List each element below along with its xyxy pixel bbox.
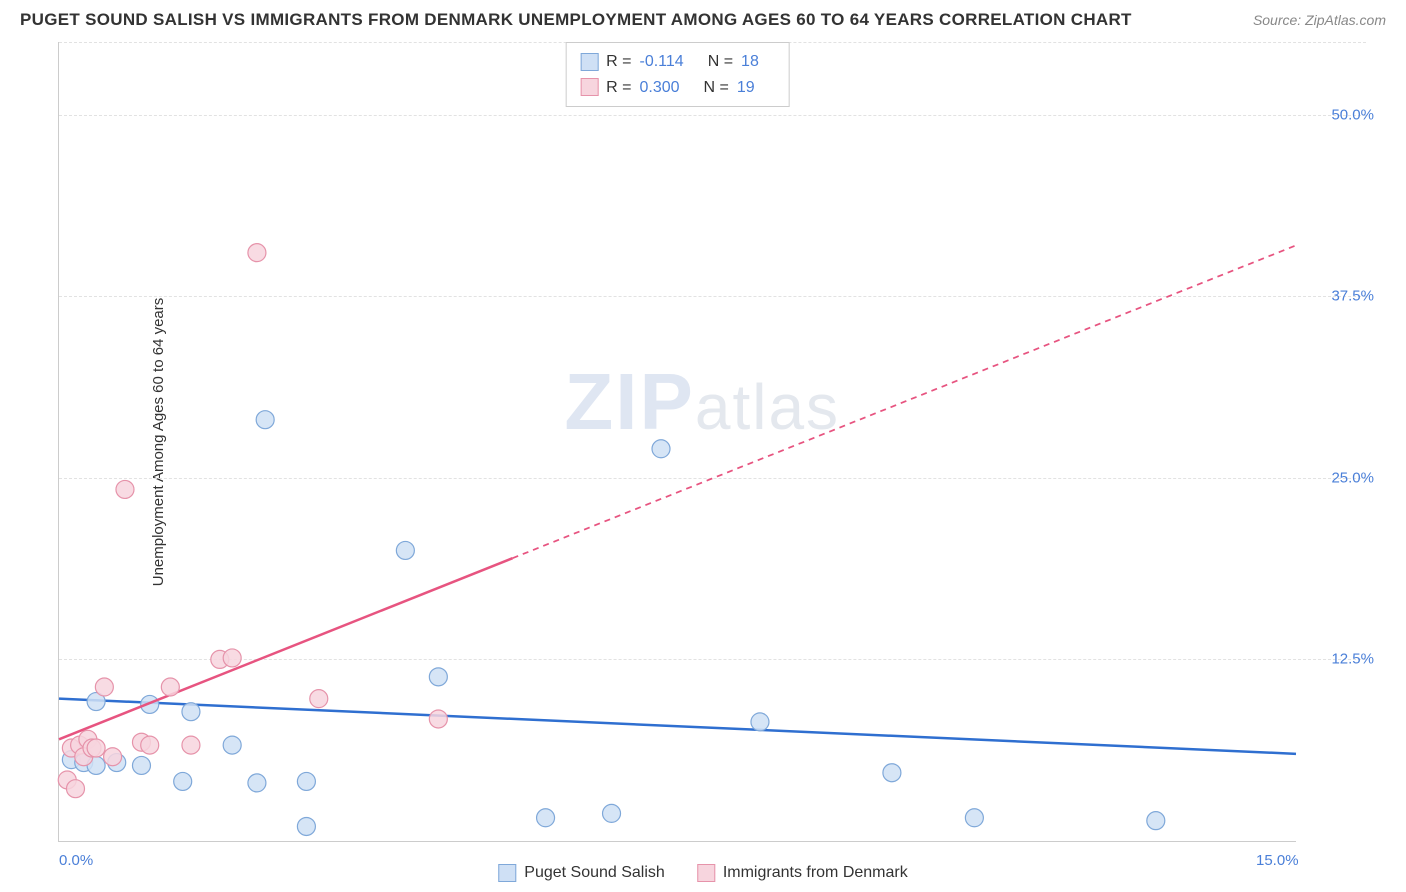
data-point-denmark bbox=[66, 780, 84, 798]
data-point-salish bbox=[603, 804, 621, 822]
r-label: R = bbox=[606, 75, 631, 101]
legend-swatch-salish bbox=[498, 864, 516, 882]
data-point-denmark bbox=[95, 678, 113, 696]
y-tick-label: 37.5% bbox=[1331, 288, 1374, 305]
data-point-denmark bbox=[161, 678, 179, 696]
legend-swatch-salish bbox=[580, 53, 598, 71]
data-point-denmark bbox=[141, 736, 159, 754]
r-label: R = bbox=[606, 49, 631, 75]
data-point-salish bbox=[132, 756, 150, 774]
data-point-salish bbox=[297, 772, 315, 790]
y-tick-label: 25.0% bbox=[1331, 469, 1374, 486]
legend-item-denmark: Immigrants from Denmark bbox=[697, 864, 908, 882]
data-point-salish bbox=[883, 764, 901, 782]
legend-swatch-denmark bbox=[697, 864, 715, 882]
data-point-salish bbox=[751, 713, 769, 731]
trend-line-salish bbox=[59, 699, 1296, 754]
data-point-salish bbox=[652, 440, 670, 458]
chart-container: Unemployment Among Ages 60 to 64 years Z… bbox=[48, 42, 1386, 842]
n-label: N = bbox=[704, 75, 729, 101]
legend-stats-row-denmark: R = 0.300 N = 19 bbox=[580, 75, 775, 101]
data-point-salish bbox=[182, 703, 200, 721]
data-point-denmark bbox=[182, 736, 200, 754]
data-point-salish bbox=[248, 774, 266, 792]
data-point-denmark bbox=[104, 748, 122, 766]
legend-stats-box: R =-0.114N =18R =0.300N =19 bbox=[565, 42, 790, 107]
source-attribution: Source: ZipAtlas.com bbox=[1253, 12, 1386, 28]
chart-svg bbox=[59, 42, 1296, 841]
data-point-denmark bbox=[116, 480, 134, 498]
data-point-salish bbox=[396, 541, 414, 559]
data-point-salish bbox=[256, 411, 274, 429]
data-point-denmark bbox=[248, 244, 266, 262]
data-point-salish bbox=[537, 809, 555, 827]
data-point-denmark bbox=[223, 649, 241, 667]
r-value: 0.300 bbox=[640, 75, 680, 101]
data-point-denmark bbox=[310, 690, 328, 708]
data-point-denmark bbox=[429, 710, 447, 728]
legend-label: Puget Sound Salish bbox=[524, 864, 665, 882]
n-label: N = bbox=[708, 49, 733, 75]
legend-swatch-denmark bbox=[580, 78, 598, 96]
data-point-denmark bbox=[87, 739, 105, 757]
chart-title: PUGET SOUND SALISH VS IMMIGRANTS FROM DE… bbox=[20, 10, 1132, 30]
data-point-salish bbox=[965, 809, 983, 827]
legend-stats-row-salish: R = -0.114 N = 18 bbox=[580, 49, 775, 75]
source-value: ZipAtlas.com bbox=[1305, 12, 1386, 28]
legend-item-salish: Puget Sound Salish bbox=[498, 864, 665, 882]
plot-area: ZIPatlas R =-0.114N =18R =0.300N =19 12.… bbox=[58, 42, 1296, 842]
y-tick-label: 50.0% bbox=[1331, 106, 1374, 123]
data-point-salish bbox=[1147, 812, 1165, 830]
n-value: 19 bbox=[737, 75, 755, 101]
trend-line-dashed-denmark bbox=[513, 245, 1296, 558]
y-tick-label: 12.5% bbox=[1331, 651, 1374, 668]
data-point-salish bbox=[174, 772, 192, 790]
n-value: 18 bbox=[741, 49, 759, 75]
source-label: Source: bbox=[1253, 12, 1301, 28]
x-tick-label: 15.0% bbox=[1256, 852, 1299, 869]
data-point-salish bbox=[223, 736, 241, 754]
legend-label: Immigrants from Denmark bbox=[723, 864, 908, 882]
x-tick-label: 0.0% bbox=[59, 852, 93, 869]
r-value: -0.114 bbox=[640, 49, 684, 75]
data-point-salish bbox=[297, 817, 315, 835]
data-point-salish bbox=[429, 668, 447, 686]
legend-series: Puget Sound Salish Immigrants from Denmar… bbox=[498, 864, 907, 882]
